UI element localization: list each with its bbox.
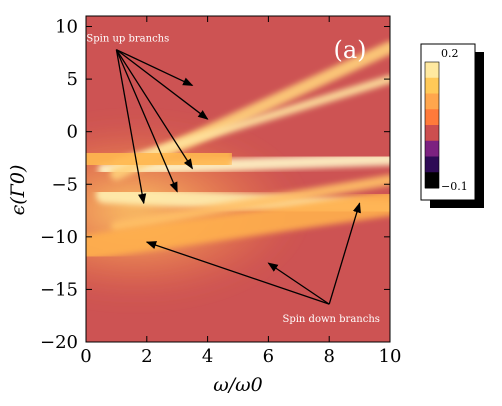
dark-regions bbox=[86, 95, 390, 162]
y-tick-label: 10 bbox=[55, 17, 78, 38]
y-tick-label: −15 bbox=[40, 279, 78, 300]
plot-frame bbox=[85, 15, 391, 343]
x-axis-label: ω/ω0 bbox=[213, 374, 262, 396]
y-tick-label: 5 bbox=[67, 69, 78, 90]
annotation-arrow bbox=[267, 262, 330, 305]
colorbar-swatch bbox=[425, 77, 439, 94]
y-tick-label: −5 bbox=[51, 174, 78, 195]
y-axis-label: ϵ(Γ0) bbox=[7, 165, 29, 216]
spin-down-label: Spin down branchs bbox=[282, 314, 379, 325]
x-tick-label: 8 bbox=[323, 346, 334, 367]
y-tick-label: 0 bbox=[67, 122, 78, 143]
annotation-arrow bbox=[328, 202, 361, 305]
colorbar-min-label: −0.1 bbox=[441, 180, 468, 193]
colorbar-swatch bbox=[425, 93, 439, 110]
colorbar-swatch bbox=[425, 109, 439, 126]
bright-band-6 bbox=[86, 128, 234, 190]
colorbar-swatches bbox=[424, 61, 440, 189]
annotation-arrow bbox=[116, 49, 194, 86]
spin-up-label: Spin up branchs bbox=[86, 34, 169, 45]
colorbar-max-label: 0.2 bbox=[441, 47, 459, 60]
colorbar-swatch bbox=[425, 140, 439, 157]
colorbar-swatch-frame bbox=[424, 61, 440, 189]
colorbar: 0.2 −0.1 bbox=[420, 43, 484, 208]
x-tick-label: 0 bbox=[80, 346, 91, 367]
x-tick-label: 10 bbox=[379, 346, 402, 367]
bright-band-5 bbox=[86, 190, 390, 260]
bright-bands bbox=[86, 41, 390, 260]
x-tick-label: 4 bbox=[202, 346, 213, 367]
heatmap-area bbox=[86, 16, 390, 342]
colorbar-swatch bbox=[425, 125, 439, 142]
colorbar-swatch bbox=[425, 172, 439, 189]
annotations: Spin up branchs Spin down branchs bbox=[86, 34, 380, 325]
axis-ticks: 0 2 4 6 8 10 10 5 0 −5 −10 −15 −20 bbox=[40, 16, 401, 367]
y-tick-label: −10 bbox=[40, 227, 78, 248]
y-tick-label: −20 bbox=[40, 332, 78, 353]
colorbar-swatch bbox=[425, 62, 439, 79]
annotation-arrow bbox=[145, 241, 330, 305]
panel-label: (a) bbox=[333, 36, 366, 64]
annotation-arrow bbox=[116, 49, 209, 120]
annotation-arrow bbox=[115, 49, 147, 205]
annotation-arrow bbox=[115, 49, 178, 193]
annotation-arrow bbox=[115, 49, 193, 170]
x-tick-label: 6 bbox=[263, 346, 274, 367]
bright-band-4 bbox=[111, 174, 390, 232]
colorbar-swatch bbox=[425, 156, 439, 173]
x-tick-label: 2 bbox=[141, 346, 152, 367]
